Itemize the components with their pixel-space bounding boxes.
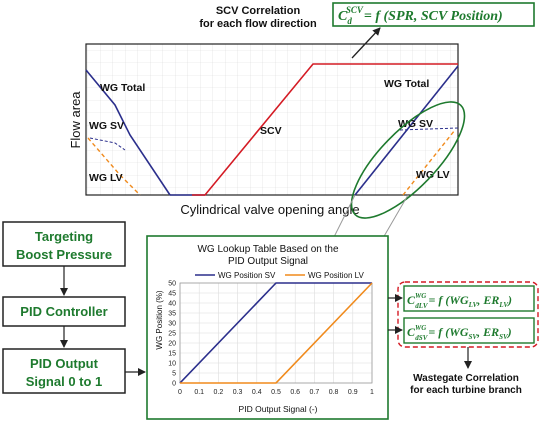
scv-formula-box <box>332 2 535 27</box>
x-tick-label-6: 0.6 <box>290 389 300 396</box>
highlight-ellipse <box>350 101 466 219</box>
control-flow: Targeting Boost Pressure PID Controller … <box>2 221 146 394</box>
top-flow-area-chart: Flow area Cylindrical valve opening angl… <box>68 2 535 219</box>
y-tick-label-2: 10 <box>168 361 176 368</box>
scv-line <box>192 63 458 196</box>
y-tick-label-9: 45 <box>168 291 176 298</box>
y-tick-label-8: 40 <box>168 301 176 308</box>
legend-lv-label: WG Position LV <box>308 271 365 280</box>
y-tick-label-7: 35 <box>168 311 176 318</box>
wg-sv-left-dashed <box>89 137 126 151</box>
label-wg-sv-right: WG SV <box>398 118 433 130</box>
x-tick-label-8: 0.8 <box>329 389 339 396</box>
wastegate-correlation: CWG dLV= f (WGLV, ERLV) CWG dSV= f (WGSV, … <box>388 281 539 396</box>
lookup-chart: WG Lookup Table Based on the PID Output … <box>146 235 389 420</box>
series-line-lv <box>180 282 373 384</box>
sv-formula-box <box>403 317 535 344</box>
x-tick-label-1: 0.1 <box>194 389 204 396</box>
targeting-line1: Targeting <box>35 229 93 244</box>
wg-correlation-caption-line1: Wastegate Correlation <box>413 373 519 384</box>
y-tick-label-10: 50 <box>168 281 176 288</box>
wg-lv-left-dashed <box>87 137 141 196</box>
x-tick-label-4: 0.4 <box>252 389 262 396</box>
y-tick-label-3: 15 <box>168 351 176 358</box>
lookup-x-label: PID Output Signal (-) <box>239 404 318 414</box>
legend-sv-label: WG Position SV <box>218 271 276 280</box>
wg-total-right-line <box>354 65 459 196</box>
scv-formula: CdSCV= f (SPR, SCV Position) <box>338 5 503 26</box>
y-tick-label-5: 25 <box>168 331 176 338</box>
label-wg-total-left: WG Total <box>100 82 145 94</box>
x-tick-label-10: 1 <box>370 389 374 396</box>
targeting-line2: Boost Pressure <box>16 247 112 262</box>
lookup-plot-area: 0 5 10 15 20 25 30 35 40 45 50 0 0.1 0.2 0.3 0.4 0.5 0.6 0… <box>168 281 374 397</box>
pid-output-line2: Signal 0 to 1 <box>26 374 103 389</box>
scv-formula-arrow <box>351 27 381 59</box>
x-tick-label-9: 0.9 <box>348 389 358 396</box>
top-chart-frame <box>85 43 459 196</box>
y-tick-label-4: 20 <box>168 341 176 348</box>
top-chart-y-label: Flow area <box>68 91 83 149</box>
lv-formula: CWG dLV= f (WGLV, ERLV) <box>407 292 512 310</box>
lookup-title-line1: WG Lookup Table Based on the <box>197 244 338 255</box>
wg-total-left-line <box>85 69 171 196</box>
top-chart-x-label: Cylindrical valve opening angle <box>180 202 359 217</box>
x-tick-label-5: 0.5 <box>271 389 281 396</box>
series-line-sv <box>179 282 372 384</box>
wg-correlation-caption-line2: for each turbine branch <box>410 385 522 396</box>
label-scv: SCV <box>260 125 282 137</box>
lv-formula-box <box>403 285 535 312</box>
y-tick-label-1: 5 <box>172 371 176 378</box>
sv-formula: CWG dSV= f (WGSV, ERSV) <box>407 324 512 342</box>
label-wg-sv-left: WG SV <box>89 120 124 132</box>
label-wg-total-right: WG Total <box>384 78 429 90</box>
pid-output-box <box>2 348 126 394</box>
lookup-y-label: WG Position (%) <box>155 290 164 349</box>
lookup-title-line2: PID Output Signal <box>228 256 308 267</box>
pid-controller-label: PID Controller <box>20 304 107 319</box>
x-tick-label-3: 0.3 <box>233 389 243 396</box>
lookup-chart-frame <box>146 235 389 420</box>
x-tick-label-2: 0.2 <box>214 389 224 396</box>
scv-caption-line2: for each flow direction <box>199 18 317 30</box>
pid-output-line1: PID Output <box>30 356 99 371</box>
x-tick-label-0: 0 <box>178 389 182 396</box>
y-tick-label-6: 30 <box>168 321 176 328</box>
scv-caption-line1: SCV Correlation <box>216 5 301 17</box>
y-tick-label-0: 0 <box>172 381 176 388</box>
label-wg-lv-left: WG LV <box>89 172 123 184</box>
x-tick-label-7: 0.7 <box>310 389 320 396</box>
